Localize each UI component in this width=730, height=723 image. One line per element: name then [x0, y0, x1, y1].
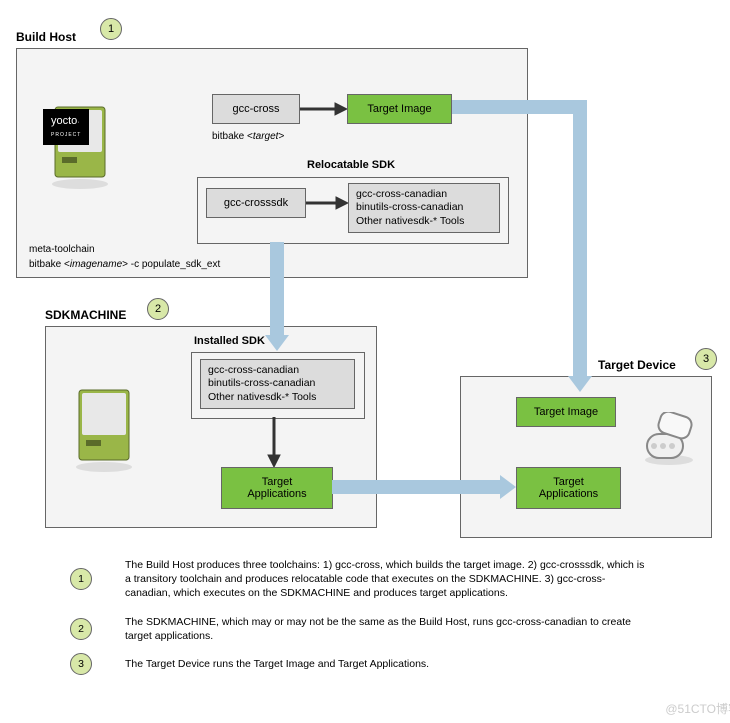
- note-badge-1: 1: [70, 568, 92, 590]
- sdk-target-apps: Target Applications: [221, 467, 333, 509]
- note-badge-3: 3: [70, 653, 92, 675]
- relocatable-sdk-title: Relocatable SDK: [307, 159, 395, 171]
- installed-sdk-items: gcc-cross-canadian binutils-cross-canadi…: [200, 359, 355, 409]
- arrow-img-to-device-v: [573, 100, 587, 378]
- bitbake-target-label: bitbake <target>: [212, 131, 284, 142]
- phone-icon: [639, 412, 699, 467]
- meta-toolchain-label: meta-toolchain: [29, 244, 95, 255]
- gcc-cross-box: gcc-cross: [212, 94, 300, 124]
- arrow-sdk-down: [270, 242, 284, 337]
- arrow-sdk-down-head: [265, 335, 289, 351]
- installed-sdk-title: Installed SDK: [194, 335, 265, 347]
- server-icon-2: [71, 382, 141, 482]
- note-2: The SDKMACHINE, which may or may not be …: [125, 615, 650, 643]
- relocatable-sdk-panel: gcc-crosssdk gcc-cross-canadian binutils…: [197, 177, 509, 244]
- arrow-gcccross-to-target: [300, 101, 347, 117]
- relocatable-sdk-items: gcc-cross-canadian binutils-cross-canadi…: [348, 183, 500, 233]
- targetdevice-title: Target Device: [598, 358, 676, 372]
- arrow-img-to-device-h: [452, 100, 587, 114]
- footnotes: 1 The Build Host produces three toolchai…: [70, 558, 650, 685]
- arrow-apps-right: [332, 480, 502, 494]
- buildhost-title: Build Host: [16, 30, 76, 44]
- yocto-logo: yocto· PROJECT: [43, 109, 89, 145]
- note-badge-2: 2: [70, 618, 92, 640]
- badge-2: 2: [147, 298, 169, 320]
- badge-1: 1: [100, 18, 122, 40]
- arrow-apps-right-head: [500, 475, 516, 499]
- note-3: The Target Device runs the Target Image …: [125, 657, 650, 671]
- gcc-crosssdk-box: gcc-crosssdk: [206, 188, 306, 218]
- arrow-crosssdk-to-canadian: [306, 195, 348, 211]
- td-target-apps: Target Applications: [516, 467, 621, 509]
- sdkmachine-panel: Installed SDK gcc-cross-canadian binutil…: [45, 326, 377, 528]
- target-image-box: Target Image: [347, 94, 452, 124]
- arrow-sdk-to-apps: [266, 417, 282, 467]
- installed-sdk-panel: gcc-cross-canadian binutils-cross-canadi…: [191, 352, 365, 419]
- sdkmachine-title: SDKMACHINE: [45, 308, 126, 322]
- bitbake-populate-label: bitbake <imagename> -c populate_sdk_ext: [29, 259, 220, 270]
- targetdevice-panel: Target Image Target Applications: [460, 376, 712, 538]
- td-target-image: Target Image: [516, 397, 616, 427]
- note-1: The Build Host produces three toolchains…: [125, 558, 650, 601]
- arrow-img-to-device-head: [568, 376, 592, 392]
- badge-3: 3: [695, 348, 717, 370]
